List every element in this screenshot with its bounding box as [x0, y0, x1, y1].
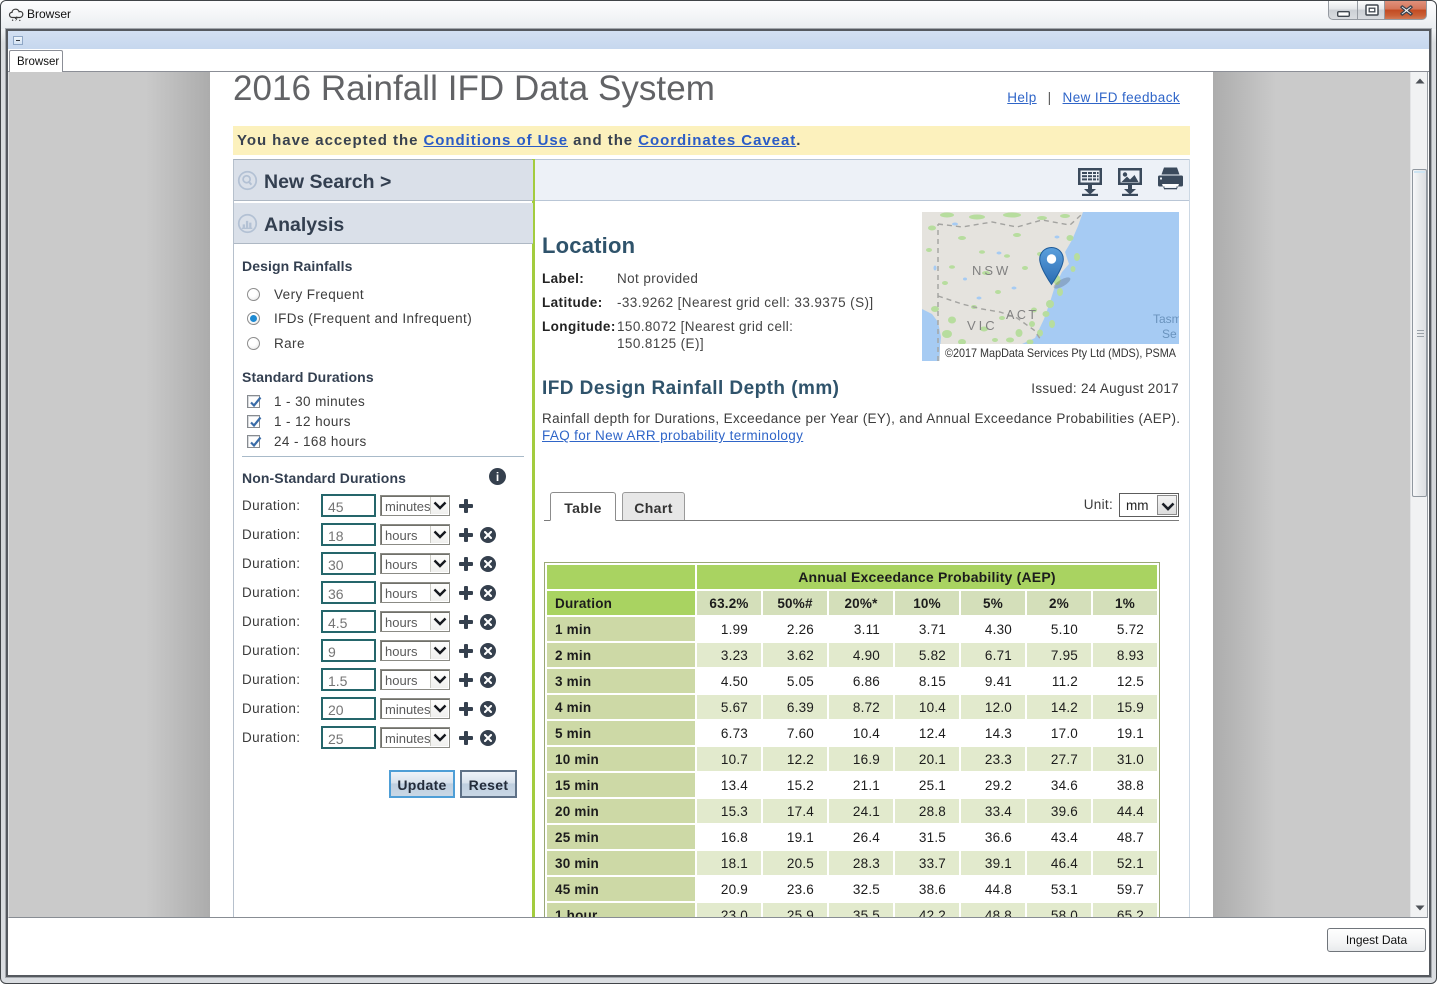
svg-text:Tasm: Tasm [1153, 312, 1179, 326]
svg-text:©2017 MapData Services Pty Ltd: ©2017 MapData Services Pty Ltd (MDS), PS… [945, 347, 1176, 360]
svg-text:NSW: NSW [972, 263, 1011, 278]
svg-text:Se: Se [1162, 327, 1177, 341]
svg-text:VIC: VIC [967, 318, 998, 333]
svg-text:ACT: ACT [1006, 308, 1039, 322]
